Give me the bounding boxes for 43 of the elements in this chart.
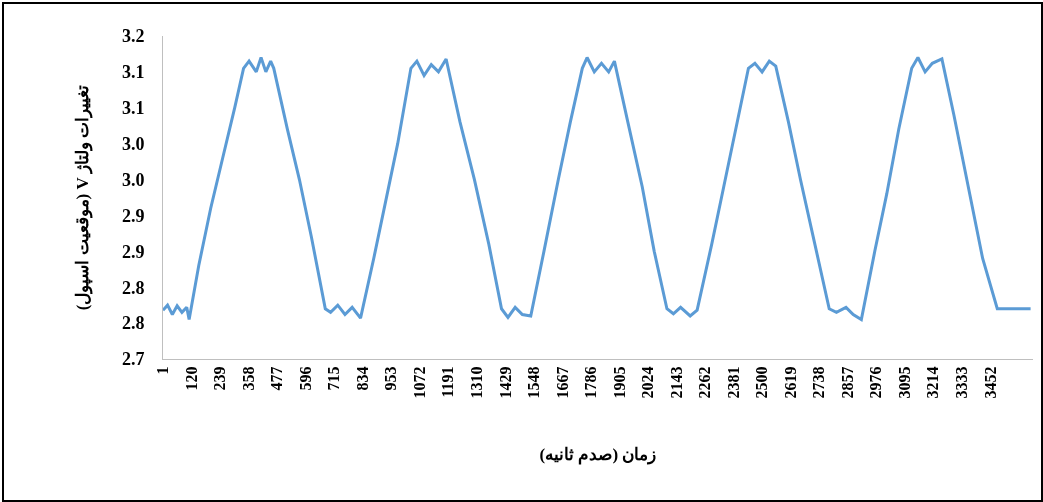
- x-tick-label: 2976: [867, 366, 885, 399]
- y-tick-label: 3.1: [121, 62, 145, 83]
- x-tick-label: 2619: [781, 366, 799, 399]
- y-tick-label: 3.1: [121, 98, 145, 119]
- y-tick-label: 3.0: [121, 169, 145, 190]
- x-tick-label: 3333: [953, 366, 970, 399]
- x-tick-label: 953: [382, 366, 400, 391]
- x-tick-label: 3452: [981, 366, 999, 399]
- x-tick-label: 2500: [753, 366, 771, 399]
- x-tick-label: 2262: [696, 366, 714, 399]
- x-tick-label: 1072: [410, 366, 428, 399]
- x-tick-label: 2857: [838, 366, 856, 399]
- x-tick-label: 1548: [525, 366, 543, 399]
- x-tick-label: 2024: [639, 366, 657, 399]
- x-tick-label: 1667: [553, 366, 571, 399]
- x-tick-label: 1191: [439, 366, 457, 398]
- x-tick-label: 120: [182, 366, 200, 391]
- y-tick-label: 2.9: [121, 205, 145, 226]
- x-tick-label: 1: [154, 366, 172, 375]
- x-tick-label: 596: [296, 366, 314, 391]
- x-tick-label: 2738: [810, 366, 828, 399]
- x-tick-label: 239: [211, 366, 229, 391]
- x-tick-label: 715: [325, 366, 343, 391]
- x-tick-label: 1429: [496, 366, 514, 399]
- y-tick-label: 2.7: [121, 349, 145, 370]
- x-axis-title: زمان (صدم ثانیه): [539, 444, 657, 465]
- y-tick-label: 3.2: [121, 26, 145, 47]
- x-tick-label: 2381: [724, 366, 742, 399]
- x-tick-label: 1905: [610, 366, 628, 399]
- x-tick-label: 1786: [582, 366, 600, 399]
- y-tick-label: 2.8: [121, 313, 145, 334]
- y-tick-label: 2.9: [121, 241, 145, 262]
- x-tick-label: 3095: [895, 366, 913, 399]
- x-tick-label: 834: [353, 366, 371, 391]
- x-tick-label: 2143: [667, 366, 685, 399]
- y-tick-label: 2.8: [121, 277, 145, 298]
- y-axis-title: تغییرات ولتاژ V (موقعیت اسپول): [73, 84, 94, 311]
- line-series: [163, 56, 1033, 322]
- x-tick-label: 1310: [468, 366, 486, 399]
- y-tick-label: 3.0: [121, 133, 145, 154]
- x-tick-label: 358: [239, 366, 257, 391]
- x-tick-label: 3214: [924, 366, 942, 399]
- x-tick-label: 477: [268, 366, 286, 391]
